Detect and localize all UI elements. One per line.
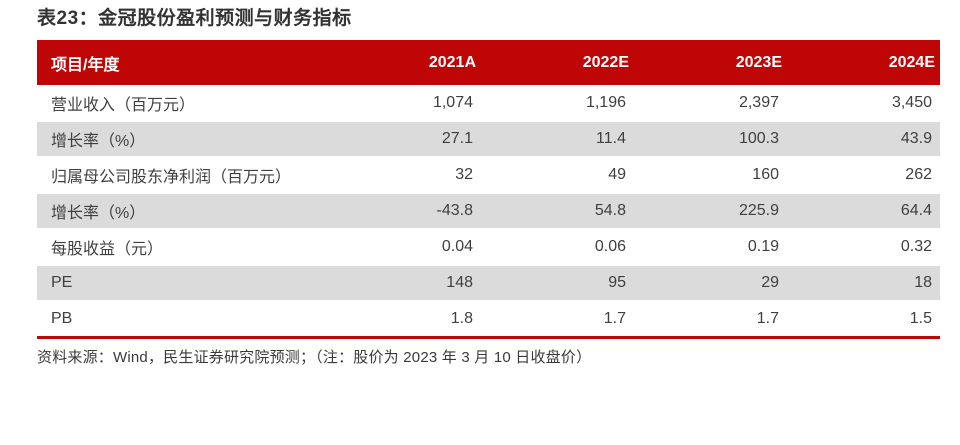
table-row-revenue: 营业收入（百万元） 1,074 1,196 2,397 3,450 (37, 85, 940, 121)
table-row-net-profit: 归属母公司股东净利润（百万元） 32 49 160 262 (37, 157, 940, 193)
row-label: 每股收益（元） (51, 241, 164, 258)
row-label: PE (37, 264, 328, 302)
value-cell: -43.8 (328, 192, 481, 230)
header-2024e: 2024E (787, 40, 940, 85)
header-item-year: 项目/年度 (37, 40, 328, 85)
value-cell: 2,397 (738, 93, 779, 111)
value-cell: 0.32 (900, 238, 932, 255)
value-cell: 29 (634, 264, 787, 302)
value-cell: 1.7 (603, 309, 626, 327)
value-cell: 18 (787, 264, 940, 302)
row-label: 增长率（%） (37, 192, 328, 230)
financial-forecast-table: 项目/年度 2021A 2022E 2023E 2024E 营业收入（百万元） … (37, 40, 940, 339)
value-cell: 262 (905, 166, 932, 183)
value-cell: 0.04 (441, 238, 473, 255)
source-note: 资料来源：Wind，民生证券研究院预测；（注：股价为 2023 年 3 月 10… (37, 348, 592, 366)
table-row-pe: PE 148 95 29 18 (37, 264, 940, 302)
value-cell: 95 (481, 264, 634, 302)
value-cell: 49 (608, 166, 626, 183)
row-label: 归属母公司股东净利润（百万元） (51, 169, 292, 186)
value-cell: 54.8 (481, 192, 634, 230)
value-cell: 43.9 (787, 120, 940, 158)
value-cell: 160 (752, 166, 779, 183)
row-label: PB (51, 309, 73, 327)
table-row-revenue-growth: 增长率（%） 27.1 11.4 100.3 43.9 (37, 120, 940, 158)
value-cell: 1,196 (585, 93, 626, 111)
value-cell: 32 (455, 166, 473, 183)
header-2022e: 2022E (481, 40, 634, 85)
value-cell: 27.1 (328, 120, 481, 158)
value-cell: 1.5 (909, 309, 932, 327)
value-cell: 11.4 (481, 120, 634, 158)
value-cell: 225.9 (634, 192, 787, 230)
row-label: 营业收入（百万元） (51, 96, 196, 114)
value-cell: 64.4 (787, 192, 940, 230)
value-cell: 148 (328, 264, 481, 302)
value-cell: 100.3 (634, 120, 787, 158)
table-title: 表23：金冠股份盈利预测与财务指标 (37, 8, 352, 29)
value-cell: 0.19 (747, 238, 779, 255)
value-cell: 1,074 (432, 93, 473, 111)
value-cell: 1.8 (450, 309, 473, 327)
value-cell: 3,450 (891, 93, 932, 111)
table-row-pb: PB 1.8 1.7 1.7 1.5 (37, 301, 940, 337)
row-label: 增长率（%） (37, 120, 328, 158)
table-row-profit-growth: 增长率（%） -43.8 54.8 225.9 64.4 (37, 192, 940, 230)
table-header-row: 项目/年度 2021A 2022E 2023E 2024E (37, 40, 940, 85)
table-row-eps: 每股收益（元） 0.04 0.06 0.19 0.32 (37, 229, 940, 265)
header-2023e: 2023E (634, 40, 787, 85)
header-2021a: 2021A (328, 40, 481, 85)
value-cell: 0.06 (594, 238, 626, 255)
value-cell: 1.7 (756, 309, 779, 327)
